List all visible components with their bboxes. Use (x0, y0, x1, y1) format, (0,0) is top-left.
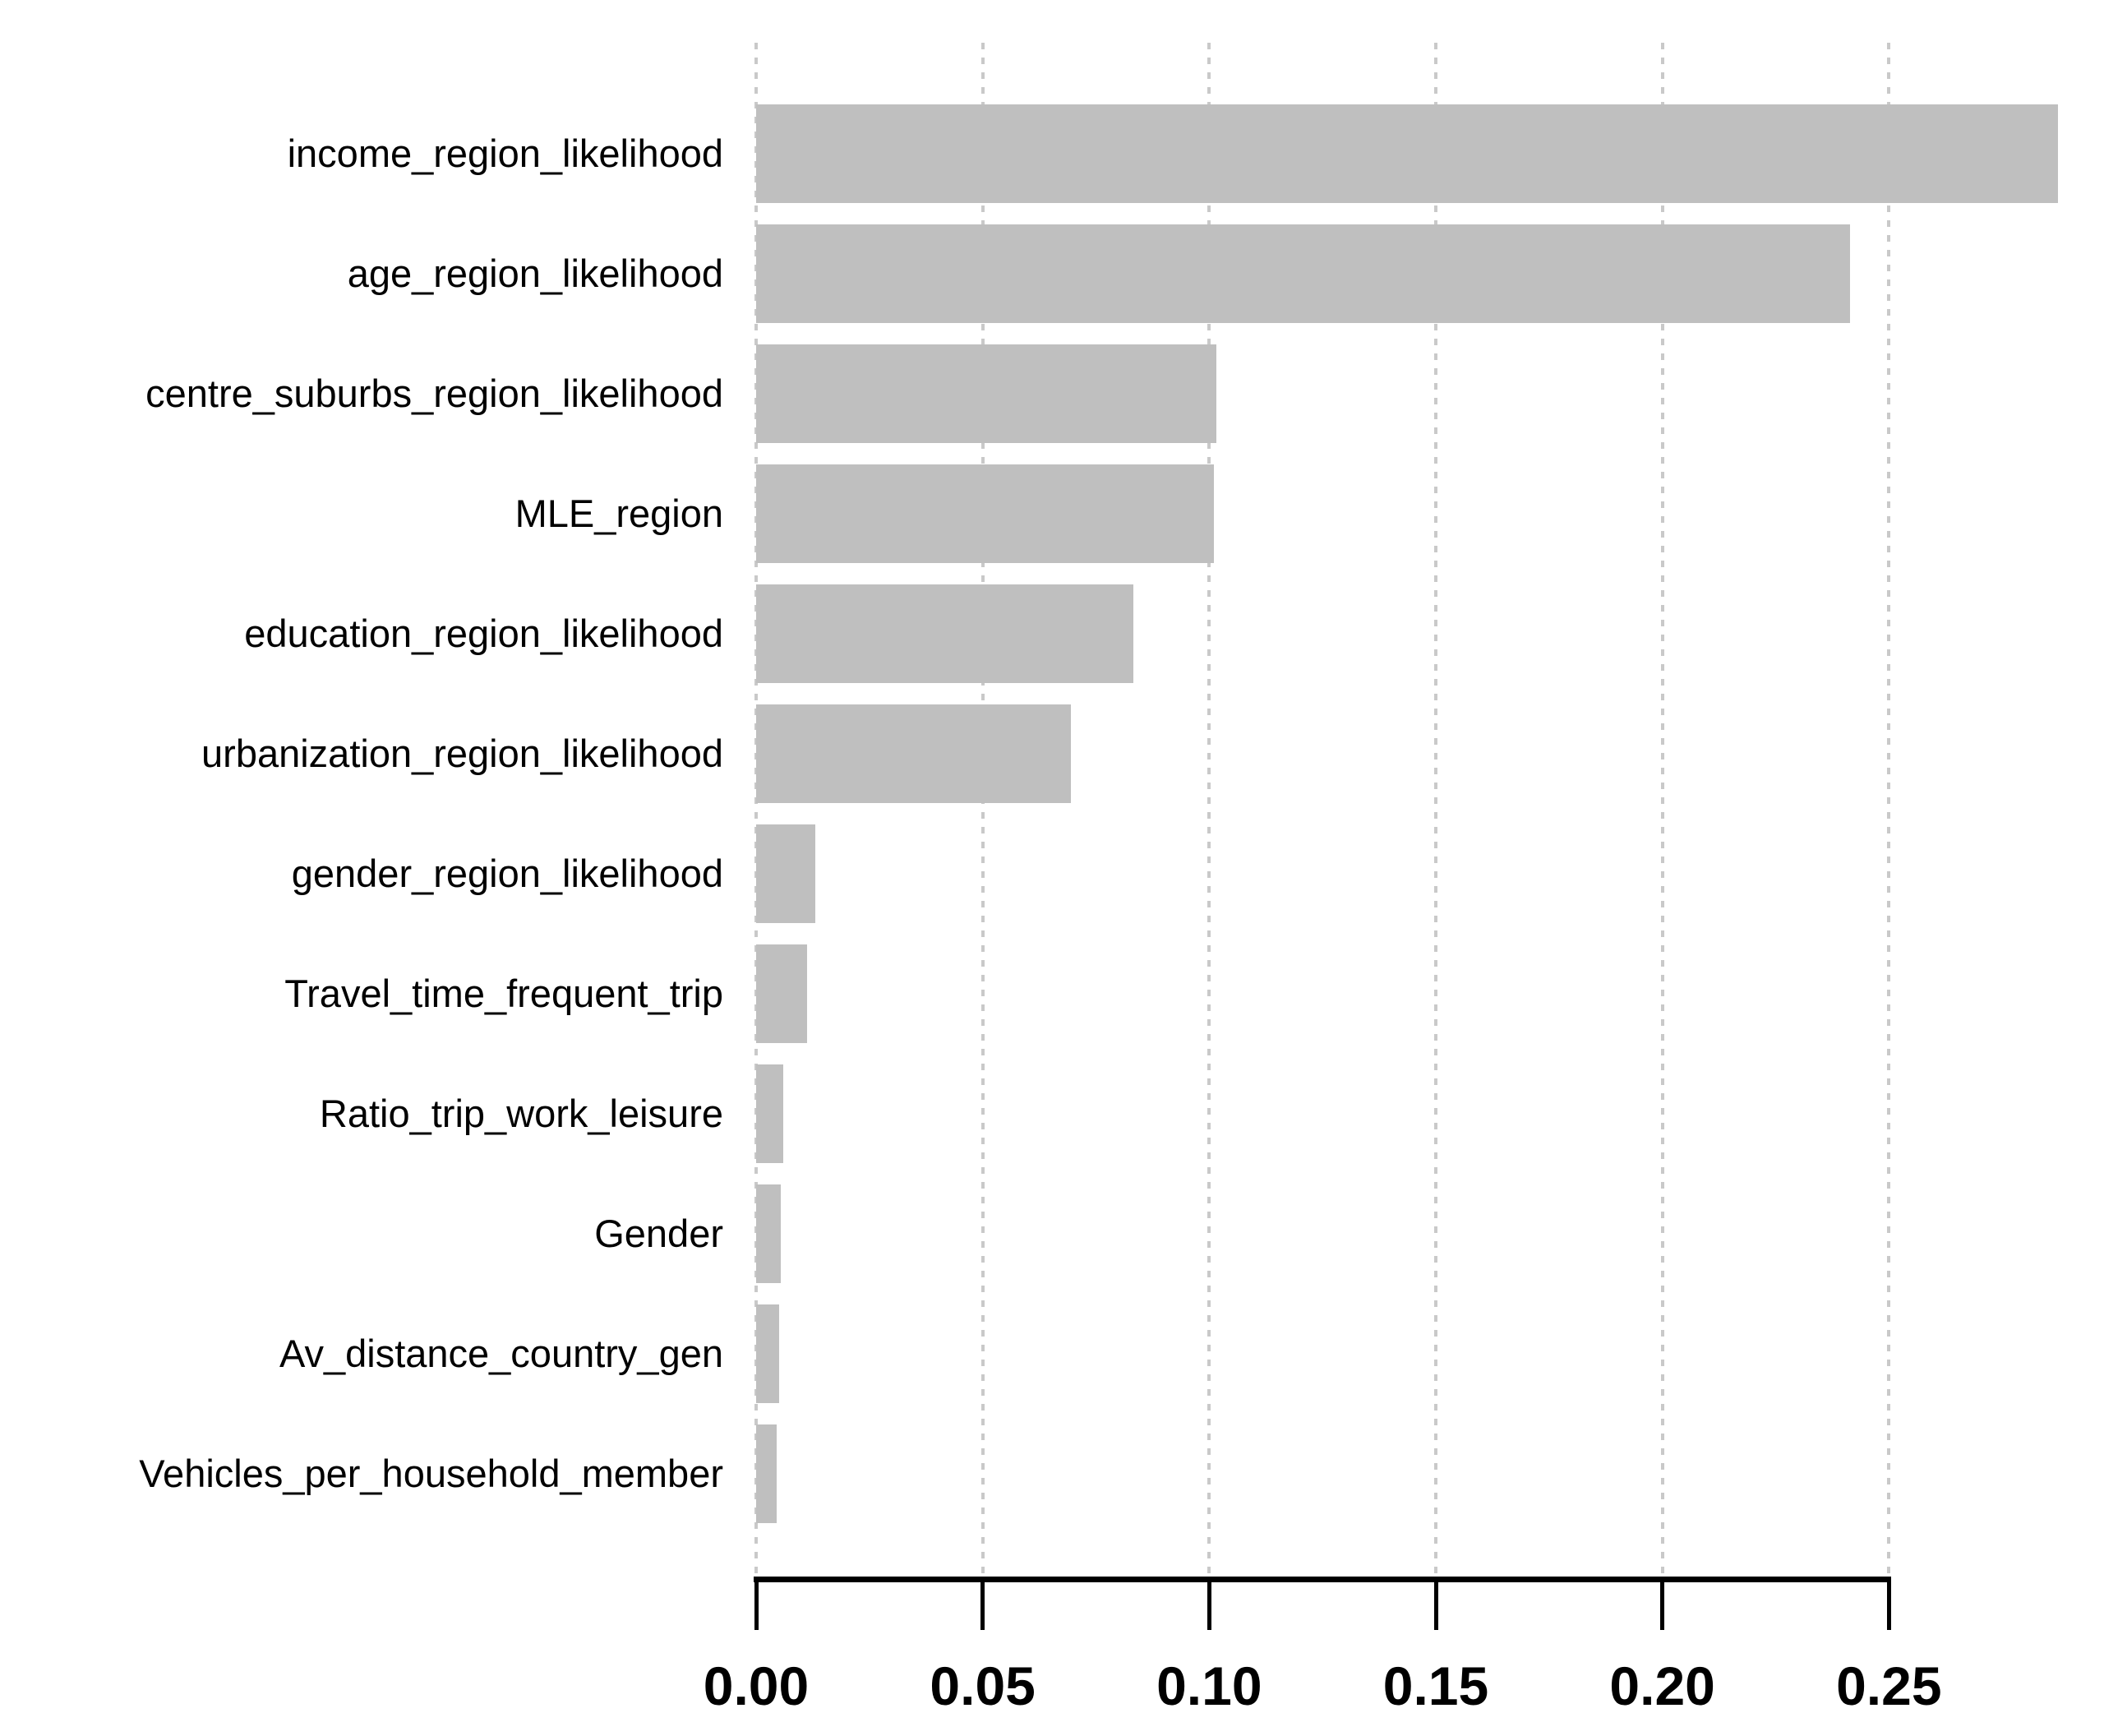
x-axis-tick (1886, 1579, 1891, 1630)
bar (756, 944, 807, 1043)
y-axis-label: MLE_region (514, 492, 723, 535)
x-axis-tick (754, 1579, 759, 1630)
gridline (754, 43, 758, 1579)
bar (756, 584, 1134, 683)
y-axis-label: centre_suburbs_region_likelihood (145, 372, 723, 415)
bar (756, 1304, 780, 1403)
y-axis-label: Ratio_trip_work_leisure (319, 1092, 723, 1135)
x-axis-line (754, 1576, 1892, 1582)
y-axis-label: gender_region_likelihood (291, 852, 723, 895)
y-axis-label: education_region_likelihood (244, 612, 723, 655)
gridline (980, 43, 985, 1579)
y-axis-label: Travel_time_frequent_trip (284, 972, 723, 1015)
x-axis-tick-label: 0.25 (1836, 1655, 1942, 1716)
bar (756, 704, 1072, 803)
bar (756, 1424, 777, 1523)
x-axis-tick (1660, 1579, 1665, 1630)
y-axis-label: income_region_likelihood (287, 132, 723, 175)
x-axis-tick-label: 0.10 (1156, 1655, 1262, 1716)
gridline (1660, 43, 1664, 1579)
y-axis-label: Gender (594, 1212, 723, 1255)
y-axis-label: Vehicles_per_household_member (139, 1452, 723, 1495)
y-axis-label: urbanization_region_likelihood (201, 732, 723, 775)
x-axis-tick-label: 0.20 (1609, 1655, 1715, 1716)
gridline (1207, 43, 1211, 1579)
bar (756, 464, 1214, 563)
x-axis-tick-label: 0.15 (1382, 1655, 1489, 1716)
x-axis-tick (1207, 1579, 1211, 1630)
bar (756, 1064, 784, 1163)
bar (756, 224, 1851, 323)
x-axis-tick-label: 0.00 (703, 1655, 810, 1716)
x-axis-tick (980, 1579, 985, 1630)
bar (756, 344, 1217, 443)
y-axis-label: age_region_likelihood (347, 252, 723, 295)
gridline (1434, 43, 1437, 1579)
x-axis-tick-label: 0.05 (930, 1655, 1036, 1716)
y-axis-label: Av_distance_country_gen (279, 1332, 723, 1375)
bar (756, 104, 2058, 203)
bar (756, 824, 816, 923)
bar (756, 1184, 781, 1283)
x-axis-tick (1433, 1579, 1438, 1630)
gridline (1887, 43, 1891, 1579)
